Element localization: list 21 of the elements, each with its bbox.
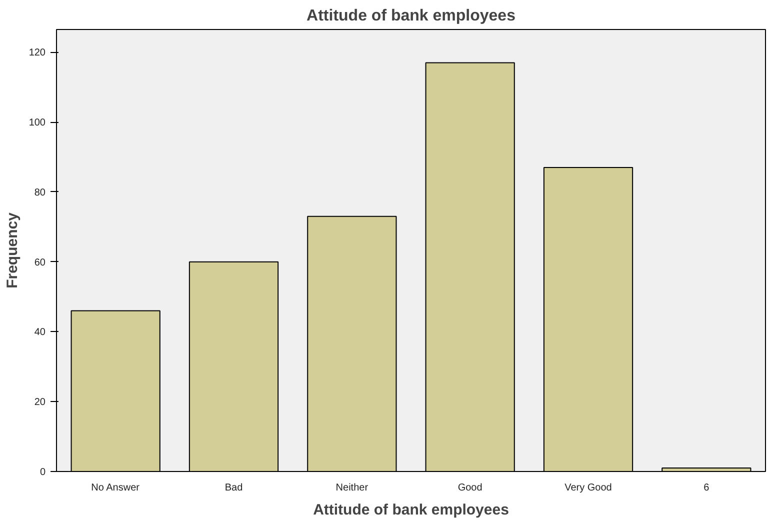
y-tick-label: 80 bbox=[34, 187, 46, 198]
x-tick-label: 6 bbox=[704, 482, 710, 494]
y-tick-label: 0 bbox=[40, 467, 46, 478]
y-tick-label: 120 bbox=[28, 48, 46, 59]
x-tick-label: Neither bbox=[336, 482, 369, 494]
bar bbox=[307, 216, 397, 472]
bar bbox=[543, 167, 634, 472]
y-tick-label: 60 bbox=[34, 257, 46, 268]
x-tick-label: Good bbox=[458, 482, 482, 494]
y-tick-label: 100 bbox=[28, 118, 46, 129]
x-tick-label: Very Good bbox=[564, 482, 612, 494]
chart-title: Attitude of bank employees bbox=[306, 8, 516, 24]
x-tick-label: Bad bbox=[224, 482, 243, 494]
x-axis-title: Attitude of bank employees bbox=[313, 502, 509, 518]
bar bbox=[70, 310, 160, 472]
bar bbox=[188, 261, 279, 472]
y-tick-label: 20 bbox=[34, 397, 46, 408]
y-axis-title: Frequency bbox=[4, 212, 21, 288]
y-tick-label: 40 bbox=[34, 327, 46, 338]
x-tick-label: No Answer bbox=[91, 482, 140, 494]
bar bbox=[425, 62, 515, 472]
